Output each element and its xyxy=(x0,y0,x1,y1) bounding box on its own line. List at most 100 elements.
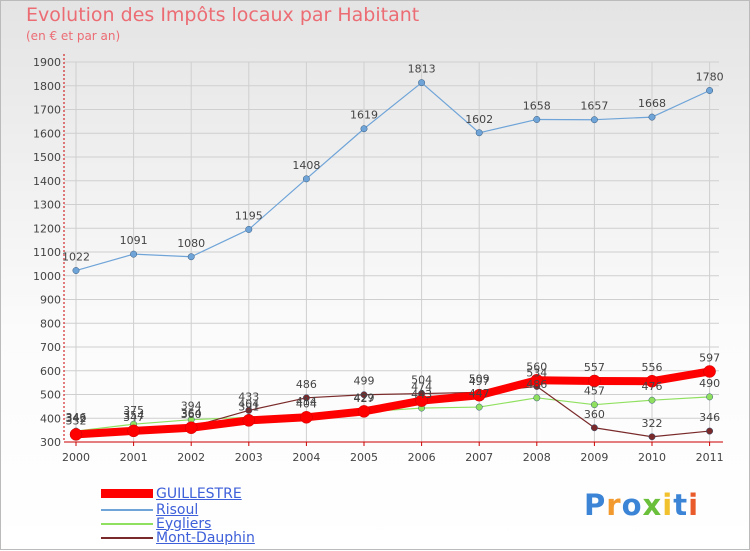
point-guillestre xyxy=(472,388,486,402)
label-guillestre: 347 xyxy=(123,411,144,424)
label-mont-dauphin: 354 xyxy=(123,409,144,422)
point-guillestre xyxy=(415,394,428,407)
point-guillestre xyxy=(242,414,256,427)
y-tick-label: 1300 xyxy=(33,199,61,212)
logo-letter: i xyxy=(662,488,674,522)
point-mont-dauphin xyxy=(590,424,598,432)
y-tick-label: 1200 xyxy=(33,222,61,235)
x-tick-label: 2001 xyxy=(120,451,148,464)
label-mont-dauphin: 360 xyxy=(584,408,605,421)
point-eygliers xyxy=(706,393,714,401)
label-risoul: 1022 xyxy=(62,251,90,264)
point-risoul xyxy=(302,175,310,183)
legend-item-guillestre[interactable]: GUILLESTRE xyxy=(101,485,242,502)
y-tick-label: 1100 xyxy=(33,246,61,259)
label-eygliers: 375 xyxy=(123,404,144,417)
y-tick-label: 1700 xyxy=(33,104,61,117)
point-risoul xyxy=(533,116,541,123)
label-mont-dauphin: 499 xyxy=(354,375,375,388)
x-tick-label: 2004 xyxy=(292,451,320,464)
label-mont-dauphin: 509 xyxy=(469,372,490,385)
series-lines xyxy=(72,82,714,439)
label-mont-dauphin: 364 xyxy=(181,407,202,420)
x-tick-label: 2007 xyxy=(465,451,493,464)
legend-label-risoul: Risoul xyxy=(156,501,199,518)
x-tick-label: 2010 xyxy=(638,451,666,464)
point-risoul xyxy=(418,79,426,87)
legend-label-eygliers: Eygliers xyxy=(156,515,212,532)
gridlines xyxy=(64,61,719,443)
point-guillestre xyxy=(184,421,198,434)
label-risoul: 1091 xyxy=(120,234,148,247)
point-guillestre xyxy=(127,424,140,438)
point-risoul xyxy=(648,113,656,121)
x-tick-label: 2009 xyxy=(580,451,608,464)
x-tick-label: 2006 xyxy=(408,451,436,464)
label-guillestre: 391 xyxy=(238,400,259,413)
label-eygliers: 476 xyxy=(642,380,663,393)
point-risoul xyxy=(475,129,483,137)
legend-item-risoul[interactable]: Risoul xyxy=(101,501,199,518)
label-risoul: 1658 xyxy=(523,99,551,112)
label-risoul: 1195 xyxy=(235,209,263,222)
label-eygliers: 486 xyxy=(526,378,547,391)
label-risoul: 1668 xyxy=(638,97,666,110)
y-tick-label: 900 xyxy=(40,294,61,307)
label-mont-dauphin: 346 xyxy=(699,411,720,424)
label-eygliers: 346 xyxy=(66,411,87,424)
point-risoul xyxy=(245,225,253,233)
data-labels: 1022 1091 1080 1195 1408 1619 1813 1602 1658 1657… xyxy=(62,63,724,430)
label-mont-dauphin: 504 xyxy=(411,374,432,387)
label-guillestre: 597 xyxy=(699,351,720,364)
label-eygliers: 447 xyxy=(469,387,490,400)
label-risoul: 1080 xyxy=(177,237,205,250)
point-risoul xyxy=(706,87,714,94)
x-tick-label: 2002 xyxy=(177,451,205,464)
x-tick-label: 2005 xyxy=(350,451,378,464)
logo-letter: i xyxy=(688,488,700,522)
label-mont-dauphin: 342 xyxy=(66,412,87,425)
point-guillestre xyxy=(703,365,716,378)
logo-letter: P xyxy=(584,488,607,522)
label-guillestre: 556 xyxy=(642,361,663,374)
point-eygliers xyxy=(648,396,656,404)
point-mont-dauphin xyxy=(245,406,253,414)
label-risoul: 1619 xyxy=(350,109,378,122)
y-tick-label: 1400 xyxy=(33,175,61,188)
legend-swatch-mont-dauphin xyxy=(101,536,153,539)
line-risoul xyxy=(75,82,711,272)
label-mont-dauphin: 486 xyxy=(296,378,317,391)
label-eygliers: 443 xyxy=(411,388,432,401)
legend-item-mont-dauphin[interactable]: Mont-Dauphin xyxy=(101,530,255,546)
y-tick-label: 1600 xyxy=(33,127,61,140)
label-guillestre: 332 xyxy=(66,414,87,427)
legend-label-guillestre: GUILLESTRE xyxy=(156,485,242,502)
legend-item-eygliers[interactable]: Eygliers xyxy=(101,515,212,532)
legend-swatch-guillestre xyxy=(101,489,153,498)
point-mont-dauphin xyxy=(302,394,310,402)
x-tick-label: 2003 xyxy=(235,451,263,464)
point-guillestre xyxy=(69,428,83,441)
chart-subtitle: (en € et par an) xyxy=(26,29,121,43)
label-mont-dauphin: 534 xyxy=(526,366,547,379)
point-risoul xyxy=(360,125,368,133)
y-tick-label: 1500 xyxy=(33,151,61,164)
x-tick-label: 2011 xyxy=(696,451,724,464)
label-eygliers: 457 xyxy=(584,385,605,398)
point-risoul xyxy=(72,267,80,274)
label-eygliers: 427 xyxy=(354,392,375,405)
point-eygliers xyxy=(590,401,598,409)
label-eygliers: 394 xyxy=(181,400,202,413)
chart-title: Evolution des Impôts locaux par Habitant xyxy=(26,4,420,26)
y-tick-label: 600 xyxy=(40,365,61,378)
y-tick-label: 400 xyxy=(40,412,61,425)
label-mont-dauphin: 433 xyxy=(238,390,259,403)
label-guillestre: 474 xyxy=(411,381,432,394)
y-tick-label: 1800 xyxy=(33,80,61,93)
label-eygliers: 490 xyxy=(699,377,720,390)
label-risoul: 1602 xyxy=(465,113,493,126)
proxiti-logo: Proxiti xyxy=(584,488,699,522)
label-guillestre: 557 xyxy=(584,361,605,374)
label-risoul: 1657 xyxy=(580,100,608,113)
